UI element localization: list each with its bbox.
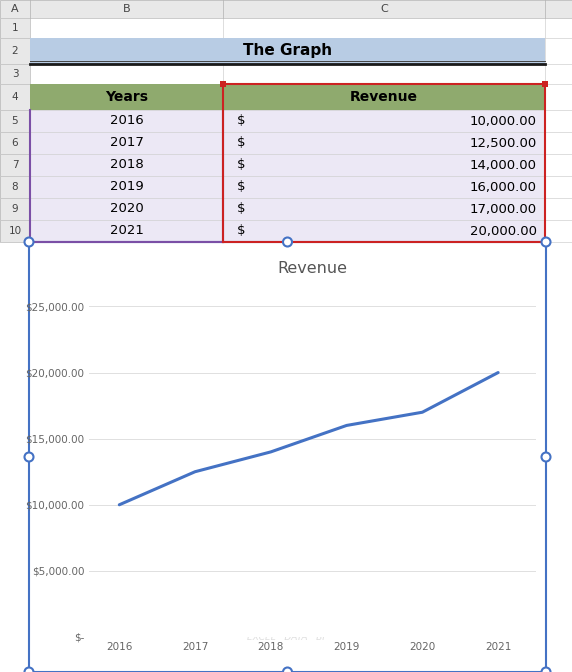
Bar: [0, 198, 30, 220]
Text: 1: 1: [11, 23, 18, 33]
Circle shape: [25, 667, 34, 672]
Bar: [223, 154, 545, 176]
Text: 2017: 2017: [110, 136, 144, 149]
Bar: [0, 110, 30, 132]
Text: 2020: 2020: [110, 202, 144, 216]
Bar: [30, 176, 223, 198]
Text: Revenue: Revenue: [350, 90, 418, 104]
Text: 20,000.00: 20,000.00: [470, 224, 537, 237]
Bar: [542, 81, 548, 87]
Bar: [29, 242, 546, 672]
Text: 16,000.00: 16,000.00: [470, 181, 537, 194]
Circle shape: [542, 237, 550, 247]
Bar: [0, 38, 30, 64]
Text: Years: Years: [105, 90, 148, 104]
Bar: [223, 84, 545, 110]
Text: $: $: [237, 136, 245, 149]
Title: Revenue: Revenue: [277, 261, 348, 276]
Text: 9: 9: [11, 204, 18, 214]
Text: $: $: [237, 224, 245, 237]
Text: 8: 8: [11, 182, 18, 192]
Text: 3: 3: [11, 69, 18, 79]
Text: 2019: 2019: [110, 181, 144, 194]
Text: $: $: [237, 114, 245, 128]
Text: 2018: 2018: [110, 159, 144, 171]
Bar: [0, 154, 30, 176]
Text: 2016: 2016: [110, 114, 144, 128]
Text: $: $: [237, 159, 245, 171]
Text: 10,000.00: 10,000.00: [470, 114, 537, 128]
Text: $: $: [237, 202, 245, 216]
Bar: [0, 132, 30, 154]
Text: 4: 4: [11, 92, 18, 102]
Text: 12,500.00: 12,500.00: [470, 136, 537, 149]
Text: 7: 7: [11, 160, 18, 170]
Bar: [223, 198, 545, 220]
Circle shape: [25, 452, 34, 462]
Bar: [223, 176, 545, 198]
Text: C: C: [380, 4, 388, 14]
Bar: [30, 220, 223, 242]
Bar: [30, 132, 223, 154]
Bar: [30, 198, 223, 220]
Text: 2: 2: [11, 46, 18, 56]
Bar: [220, 81, 226, 87]
Text: 14,000.00: 14,000.00: [470, 159, 537, 171]
Bar: [0, 176, 30, 198]
Circle shape: [283, 667, 292, 672]
Bar: [0, 18, 30, 38]
Bar: [0, 220, 30, 242]
Text: 6: 6: [11, 138, 18, 148]
Text: 5: 5: [11, 116, 18, 126]
Bar: [30, 38, 545, 64]
Text: B: B: [122, 4, 130, 14]
Text: 17,000.00: 17,000.00: [470, 202, 537, 216]
Text: exceldemy
EXCEL · DATA · BI: exceldemy EXCEL · DATA · BI: [247, 622, 325, 642]
Text: $: $: [237, 181, 245, 194]
Circle shape: [542, 667, 550, 672]
Text: The Graph: The Graph: [243, 44, 332, 58]
Text: 2021: 2021: [110, 224, 144, 237]
Bar: [223, 110, 545, 132]
Bar: [223, 132, 545, 154]
Circle shape: [283, 237, 292, 247]
Circle shape: [25, 237, 34, 247]
Bar: [30, 110, 223, 132]
Text: 10: 10: [9, 226, 22, 236]
Bar: [223, 220, 545, 242]
Bar: [30, 154, 223, 176]
Circle shape: [542, 452, 550, 462]
Text: A: A: [11, 4, 19, 14]
Bar: [30, 84, 223, 110]
Bar: [0, 0, 572, 18]
Bar: [0, 84, 30, 110]
Bar: [0, 64, 30, 84]
